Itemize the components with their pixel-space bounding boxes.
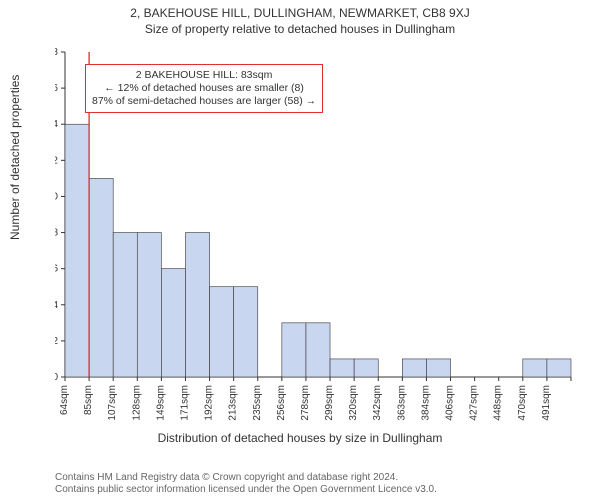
chart-area: 0 2 4 6 8 10 12 14 16 18 64sqm 85sqm 107sqm 128sqm 149…: [55, 48, 575, 433]
subtitle: Size of property relative to detached ho…: [0, 22, 600, 36]
svg-text:171sqm: 171sqm: [179, 385, 190, 421]
svg-text:235sqm: 235sqm: [252, 385, 263, 421]
svg-text:256sqm: 256sqm: [276, 385, 287, 421]
svg-text:299sqm: 299sqm: [324, 385, 335, 421]
footer-line-1: Contains HM Land Registry data © Crown c…: [55, 472, 437, 484]
svg-text:384sqm: 384sqm: [420, 385, 431, 421]
svg-text:14: 14: [55, 119, 58, 130]
svg-text:12: 12: [55, 155, 58, 166]
svg-text:320sqm: 320sqm: [348, 385, 359, 421]
svg-text:491sqm: 491sqm: [541, 385, 552, 421]
svg-text:64sqm: 64sqm: [59, 385, 70, 415]
svg-text:406sqm: 406sqm: [445, 385, 456, 421]
address-line: 2, BAKEHOUSE HILL, DULLINGHAM, NEWMARKET…: [0, 6, 600, 20]
svg-text:278sqm: 278sqm: [300, 385, 311, 421]
svg-text:0: 0: [55, 372, 58, 383]
svg-text:10: 10: [55, 191, 58, 202]
svg-text:6: 6: [55, 264, 58, 275]
svg-text:149sqm: 149sqm: [155, 385, 166, 421]
y-axis-label: Number of detached properties: [8, 75, 22, 240]
callout-line-2: ← 12% of detached houses are smaller (8): [92, 82, 316, 95]
svg-text:470sqm: 470sqm: [517, 385, 528, 421]
callout-line-1: 2 BAKEHOUSE HILL: 83sqm: [92, 69, 316, 82]
svg-text:342sqm: 342sqm: [372, 385, 383, 421]
svg-text:107sqm: 107sqm: [107, 385, 118, 421]
callout-line-3: 87% of semi-detached houses are larger (…: [92, 95, 316, 108]
svg-text:2: 2: [55, 336, 58, 347]
svg-text:16: 16: [55, 83, 58, 94]
svg-text:128sqm: 128sqm: [131, 385, 142, 421]
svg-text:18: 18: [55, 48, 58, 58]
svg-text:213sqm: 213sqm: [228, 385, 239, 421]
callout-box: 2 BAKEHOUSE HILL: 83sqm ← 12% of detache…: [85, 64, 323, 113]
footer-line-2: Contains public sector information licen…: [55, 484, 437, 496]
svg-text:448sqm: 448sqm: [493, 385, 504, 421]
svg-text:363sqm: 363sqm: [396, 385, 407, 421]
footer: Contains HM Land Registry data © Crown c…: [55, 472, 437, 496]
svg-text:4: 4: [55, 300, 58, 311]
x-axis-caption: Distribution of detached houses by size …: [0, 431, 600, 445]
svg-text:192sqm: 192sqm: [204, 385, 215, 421]
svg-text:8: 8: [55, 228, 58, 239]
svg-text:85sqm: 85sqm: [83, 385, 94, 415]
svg-text:427sqm: 427sqm: [469, 385, 480, 421]
